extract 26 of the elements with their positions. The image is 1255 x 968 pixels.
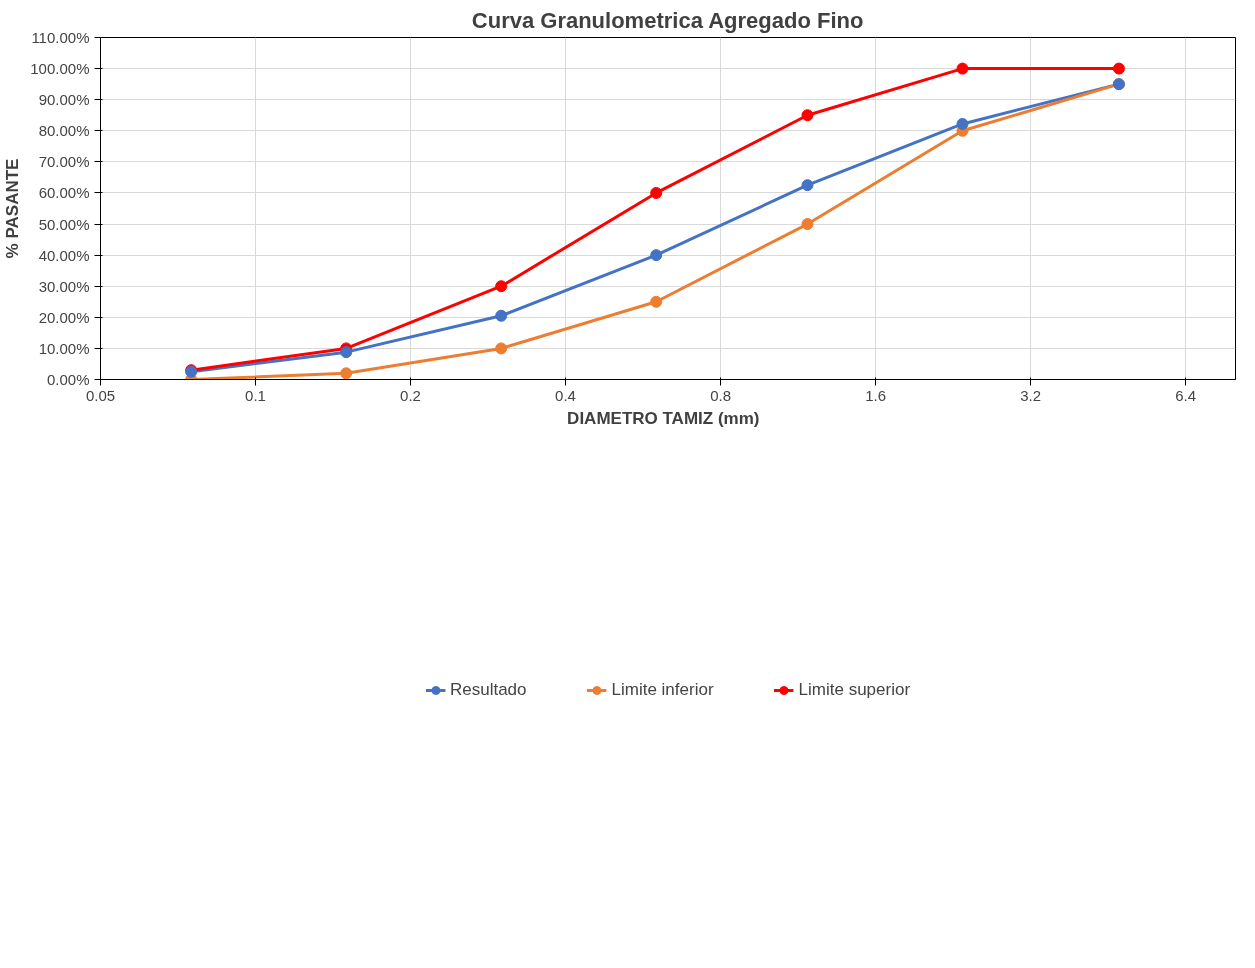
x-tick-label: 6.4 [1175,386,1197,404]
x-axis-title: DIAMETRO TAMIZ (mm) [567,408,760,428]
chart-title: Curva Granulometrica Agregado Fino [471,7,864,33]
x-tick-label: 0.4 [555,386,576,404]
legend-label: Resultado [449,680,527,700]
legend-label: Limite superior [798,680,911,700]
y-tick-label: 50.00% [38,215,90,233]
y-tick-label: 70.00% [38,153,90,171]
x-tick-label: 0.8 [710,386,731,404]
y-tick-label: 10.00% [38,339,90,357]
y-tick-label: 30.00% [38,277,90,295]
y-tick-label: 40.00% [38,246,90,264]
legend-label: Limite inferior [611,680,714,700]
y-tick-label: 60.00% [38,184,90,202]
x-tick-label: 0.2 [400,386,421,404]
x-tick-label: 3.2 [1020,386,1042,404]
y-axis-title: % PASANTE [3,158,23,259]
y-tick-label: 100.00% [30,60,90,78]
y-tick-label: 80.00% [38,122,90,140]
y-tick-label: 0.00% [46,371,90,388]
x-tick-label: 1.6 [865,386,886,404]
x-tick-label: 0.05 [85,386,116,404]
y-tick-label: 20.00% [38,308,90,326]
y-tick-label: 90.00% [38,91,90,109]
x-tick-label: 0.1 [245,386,266,404]
y-tick-label: 110.00% [31,29,90,46]
